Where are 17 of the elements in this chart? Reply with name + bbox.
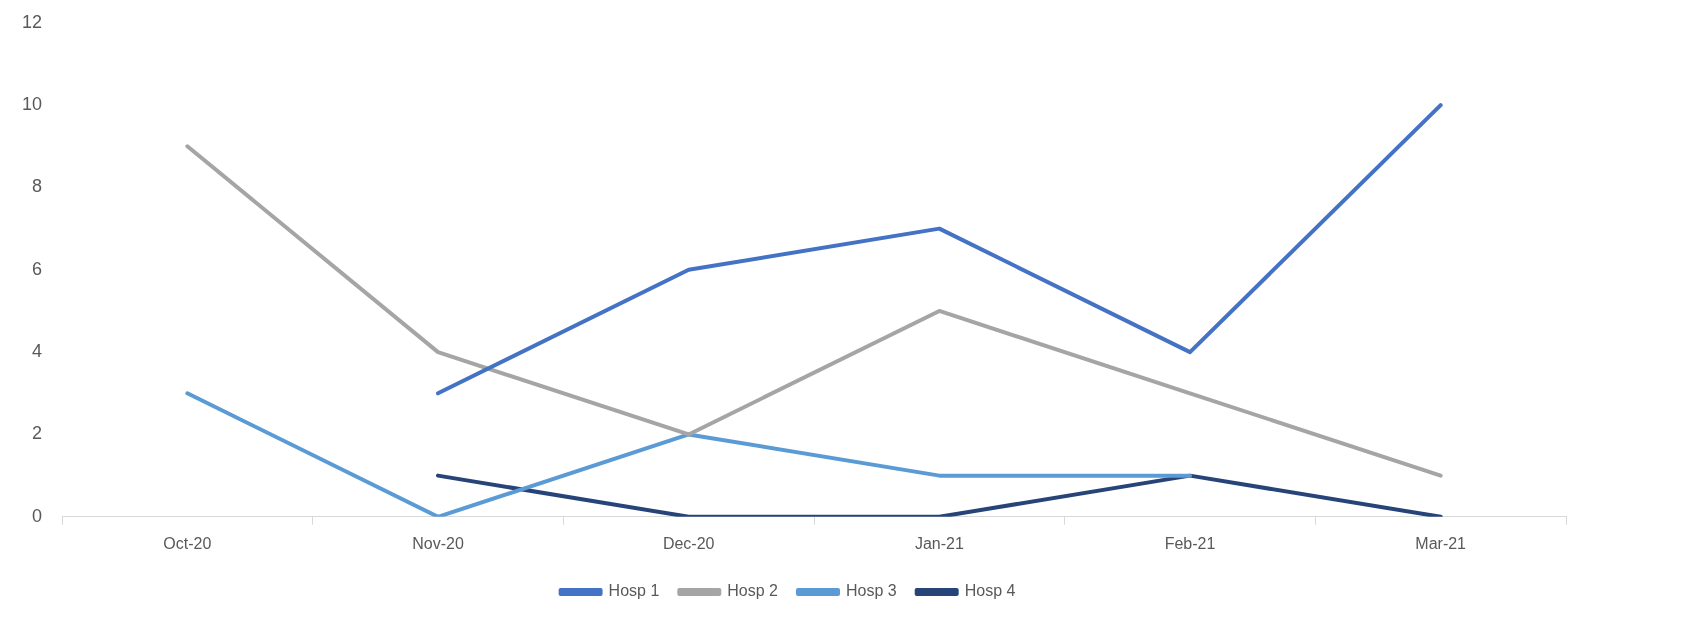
legend-label: Hosp 1 xyxy=(608,582,660,600)
y-tick-label: 10 xyxy=(21,94,43,115)
x-tick-label: Feb-21 xyxy=(1164,534,1216,552)
legend-label: Hosp 4 xyxy=(964,582,1016,600)
y-tick-label: 8 xyxy=(32,176,43,197)
y-tick-label: 6 xyxy=(32,258,43,279)
y-tick-label: 0 xyxy=(32,505,43,526)
y-tick-label: 2 xyxy=(32,423,43,444)
x-tick-label: Nov-20 xyxy=(412,534,464,552)
x-tick-label: Dec-20 xyxy=(662,534,715,552)
x-tick-label: Mar-21 xyxy=(1415,534,1467,552)
legend-label: Hosp 3 xyxy=(846,582,897,600)
y-tick-label: 4 xyxy=(32,341,43,362)
x-tick-label: Oct-20 xyxy=(163,534,212,552)
x-tick-label: Jan-21 xyxy=(914,534,964,552)
y-tick-label: 12 xyxy=(21,11,43,32)
legend-label: Hosp 2 xyxy=(727,582,779,600)
